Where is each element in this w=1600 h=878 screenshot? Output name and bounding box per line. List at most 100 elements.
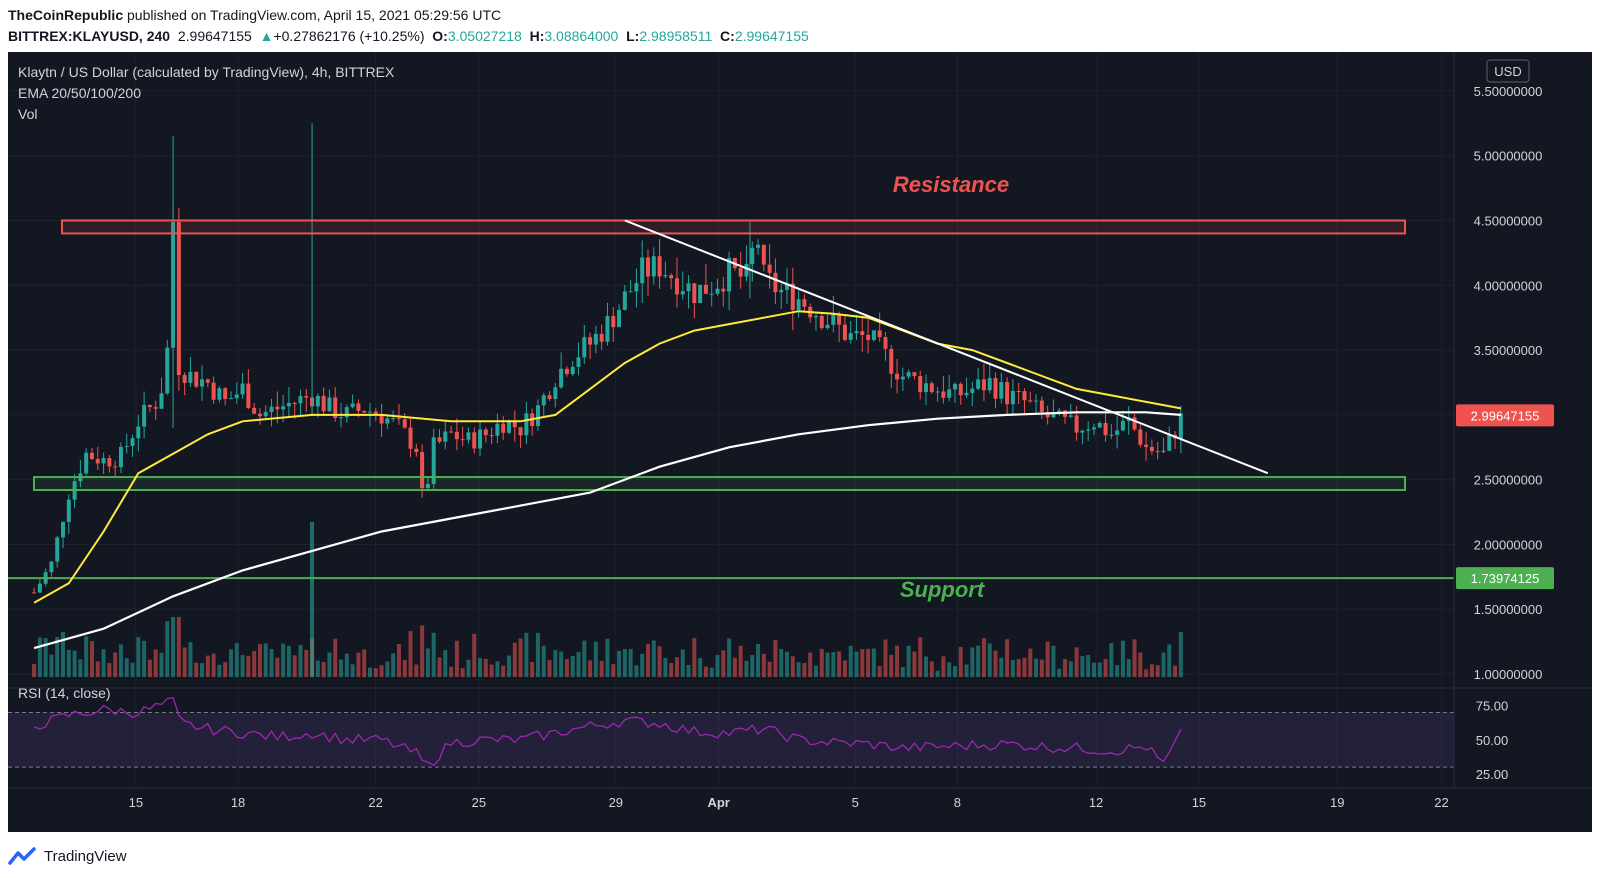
time-tick-label: 22 <box>1434 795 1448 810</box>
candle-body <box>825 324 830 329</box>
volume-bar <box>1173 665 1178 677</box>
volume-bar <box>1016 659 1021 677</box>
candle-body <box>813 315 818 318</box>
chart-frame[interactable]: Resistance Support 5.50000000 5.00000000 4.… <box>8 52 1592 832</box>
volume-bar <box>790 656 795 677</box>
last-price: 2.99647155 <box>177 28 252 44</box>
candle-body <box>1016 390 1021 392</box>
volume-bar <box>373 668 378 677</box>
publisher-name[interactable]: TheCoinRepublic <box>8 7 124 23</box>
volume-bar <box>559 651 564 677</box>
volume-bar <box>947 662 952 677</box>
volume-bar <box>785 651 790 677</box>
volume-bar <box>715 655 720 677</box>
candle-body <box>686 283 691 292</box>
candle-body <box>547 395 552 399</box>
volume-bar <box>883 639 888 677</box>
volume-bar <box>495 661 500 677</box>
volume-bar <box>1144 669 1149 677</box>
volume-bar <box>1149 664 1154 677</box>
axes: 5.50000000 5.00000000 4.50000000 4.00000000… <box>8 52 1592 810</box>
candle-body <box>234 394 239 399</box>
time-tick-label: 22 <box>368 795 382 810</box>
volume-bar <box>680 649 685 677</box>
volume-bar <box>738 645 743 677</box>
volume-bar <box>478 658 483 677</box>
candle-body <box>506 420 511 433</box>
volume-bar <box>61 632 66 677</box>
candle-body <box>877 330 882 338</box>
candle-body <box>1005 382 1010 405</box>
candle-body <box>414 448 419 453</box>
candle-body <box>1115 430 1120 435</box>
volume-bar <box>900 666 905 677</box>
candle-body <box>819 315 824 329</box>
ema-200-line <box>33 411 1181 650</box>
candle-body <box>350 403 355 408</box>
candle-body <box>588 337 593 345</box>
volume-bar <box>912 651 917 677</box>
volume-bar <box>466 659 471 677</box>
price-tick-label: 1.50000000 <box>1474 602 1543 617</box>
candle-body <box>217 388 222 400</box>
current-price-tag-label: 2.99647155 <box>1471 408 1540 423</box>
currency-button[interactable] <box>1486 59 1530 83</box>
indicator-lines <box>33 219 1269 650</box>
candle-body <box>970 388 975 393</box>
candle-body <box>1028 400 1033 402</box>
currency-button-label: USD <box>1494 64 1521 79</box>
volume-bar <box>1115 665 1120 677</box>
volume-bar <box>1103 658 1108 677</box>
candle-body <box>761 244 766 265</box>
volume-bar <box>1063 659 1068 677</box>
support-price-tag <box>1456 567 1554 590</box>
candle-body <box>703 284 708 294</box>
volume-bar <box>136 637 141 677</box>
volume-bar <box>970 647 975 677</box>
volume-bar <box>1126 659 1131 677</box>
rsi-tick-label: 25.00 <box>1476 767 1509 782</box>
volume-bar <box>1120 640 1125 677</box>
candle-body <box>118 446 123 468</box>
candle-body <box>223 388 228 399</box>
candle-body <box>373 411 378 415</box>
volume-bar <box>124 658 129 677</box>
candle-body <box>796 299 801 310</box>
volume-bar <box>1091 662 1096 677</box>
candle-body <box>952 383 957 390</box>
volume-bars <box>32 522 1183 677</box>
candle-body <box>570 366 575 375</box>
price-tick-label: 3.50000000 <box>1474 343 1543 358</box>
candle-body <box>802 299 807 307</box>
volume-bar <box>727 638 732 677</box>
volume-bar <box>501 665 506 677</box>
candle-body <box>593 333 598 345</box>
candle-body <box>999 382 1004 399</box>
candle-body <box>541 395 546 406</box>
candle-body <box>981 379 986 391</box>
candle-body <box>657 256 662 277</box>
volume-bar <box>257 644 262 677</box>
price-chart[interactable]: Resistance Support 5.50000000 5.00000000 4.… <box>8 52 1592 832</box>
candle-body <box>744 264 749 277</box>
close-value: 2.99647155 <box>734 28 809 44</box>
candle-body <box>37 583 42 593</box>
volume-bar <box>460 668 465 677</box>
volume-bar <box>240 655 245 677</box>
zones: Resistance Support <box>8 172 1454 602</box>
volume-bar <box>1080 656 1085 677</box>
volume-bar <box>55 637 60 677</box>
volume-bar <box>118 644 123 677</box>
volume-bar <box>78 659 83 677</box>
volume-bar <box>327 652 332 677</box>
candle-body <box>379 414 384 424</box>
candle-body <box>205 379 210 383</box>
price-tick-label: 2.50000000 <box>1474 473 1543 488</box>
volume-bar <box>530 662 535 677</box>
volume-bar <box>391 653 396 677</box>
candle-body <box>709 293 714 295</box>
candle-body <box>669 275 674 279</box>
volume-bar <box>611 664 616 677</box>
candle-body <box>837 314 842 325</box>
candle-body <box>1109 434 1114 436</box>
